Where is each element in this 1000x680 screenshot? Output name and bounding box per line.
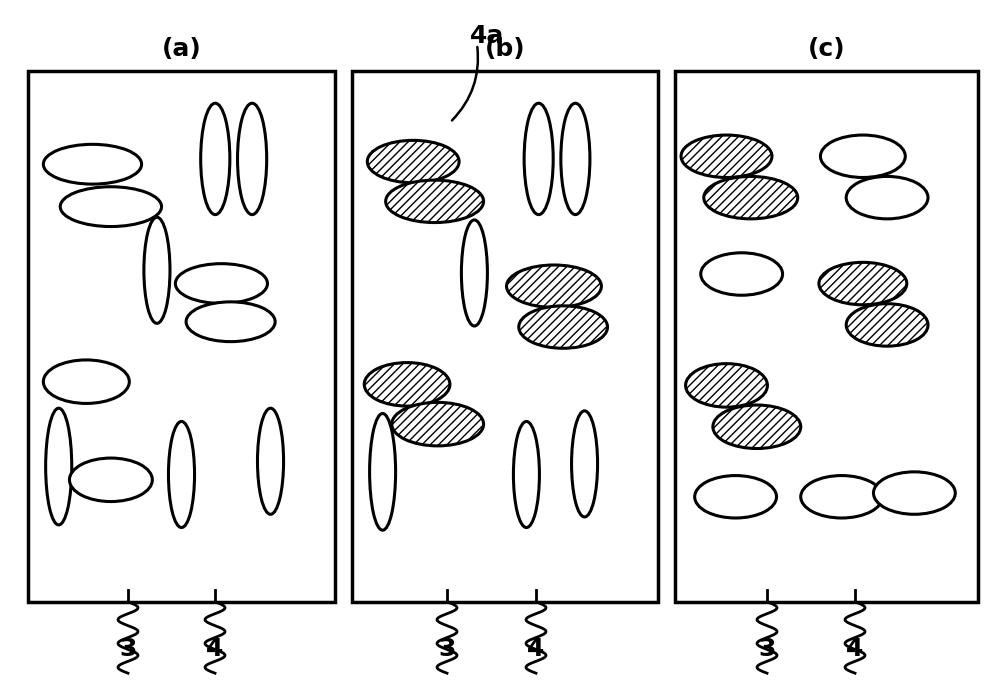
Ellipse shape [713,405,801,449]
Ellipse shape [519,306,608,348]
Bar [28,71,335,602]
Ellipse shape [46,408,72,525]
Ellipse shape [846,304,928,346]
Ellipse shape [69,458,152,502]
Ellipse shape [364,362,450,406]
Ellipse shape [704,176,798,219]
Ellipse shape [572,411,598,517]
Text: 3: 3 [119,637,137,661]
Ellipse shape [461,220,487,326]
Ellipse shape [561,103,590,215]
Ellipse shape [686,364,767,407]
Ellipse shape [175,264,267,303]
Ellipse shape [364,362,450,406]
Text: (b): (b) [485,37,525,61]
Ellipse shape [367,140,459,183]
Ellipse shape [392,403,484,446]
Ellipse shape [507,265,601,307]
Ellipse shape [367,140,459,183]
Ellipse shape [386,180,484,222]
Bar [352,71,658,602]
Text: 3: 3 [438,637,456,661]
Ellipse shape [681,135,772,177]
Ellipse shape [386,180,484,222]
Ellipse shape [801,475,883,518]
Ellipse shape [873,472,955,514]
Ellipse shape [819,262,907,305]
Ellipse shape [846,176,928,219]
Text: (c): (c) [808,37,845,61]
Ellipse shape [144,217,170,323]
Ellipse shape [704,176,798,219]
Ellipse shape [519,306,608,348]
Text: 4: 4 [206,637,224,661]
Ellipse shape [686,364,767,407]
Ellipse shape [819,262,907,305]
Ellipse shape [681,135,772,177]
Ellipse shape [168,422,195,528]
Ellipse shape [392,403,484,446]
Ellipse shape [820,135,905,177]
Ellipse shape [513,422,539,528]
Ellipse shape [60,187,162,226]
Text: (a): (a) [162,37,201,61]
Ellipse shape [695,475,777,518]
Ellipse shape [238,103,267,215]
Ellipse shape [201,103,230,215]
Ellipse shape [846,304,928,346]
Ellipse shape [43,144,142,184]
Text: 4: 4 [527,637,545,661]
Ellipse shape [507,265,601,307]
Ellipse shape [713,405,801,449]
Text: 4: 4 [846,637,864,661]
Bar [675,71,978,602]
Ellipse shape [701,253,783,295]
Ellipse shape [43,360,129,403]
Ellipse shape [524,103,553,215]
Ellipse shape [257,408,284,514]
Text: 4a: 4a [470,24,504,48]
Ellipse shape [186,302,275,341]
Text: 3: 3 [758,637,776,661]
Ellipse shape [370,413,396,530]
